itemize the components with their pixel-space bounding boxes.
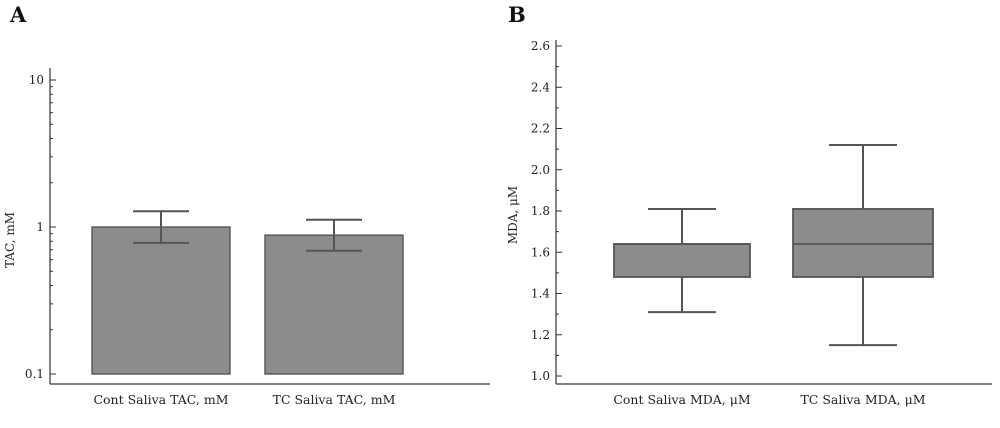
panel-b-y-tick-label: 1.6 (531, 245, 550, 259)
panel-a-label: A (9, 2, 27, 27)
panel-b-y-tick-label: 1.8 (531, 204, 550, 218)
panel-b-y-tick-label: 2.6 (531, 39, 550, 53)
panel-b-label: B (508, 2, 526, 27)
panel-a-category-label: TC Saliva TAC, mM (273, 392, 396, 407)
panel-b-category-label: Cont Saliva MDA, μM (613, 392, 751, 407)
panel-b-y-tick-label: 1.4 (531, 287, 550, 301)
panel-b-y-tick-label: 1.2 (531, 328, 550, 342)
panel-a-y-tick-label: 1 (36, 220, 44, 234)
panel-b-box-plot: B MDA, μM 1.0 1.2 1.4 1.6 1.8 2.0 2.2 2.4 2.6 Co… (506, 2, 992, 407)
panel-b-y-tick-label: 2.0 (531, 163, 550, 177)
panel-b-category-label: TC Saliva MDA, μM (800, 392, 925, 407)
panel-b-box (792, 208, 934, 278)
panel-b-box (613, 243, 751, 278)
panel-a-y-tick-label: 10 (29, 73, 44, 87)
panel-b-y-tick-label: 2.2 (531, 122, 550, 136)
panel-a-y-axis-label: TAC, mM (3, 212, 17, 268)
panel-a-category-label: Cont Saliva TAC, mM (93, 392, 228, 407)
panel-a-bar-chart: A TAC, mM 0.1 1 10 Cont Saliva TAC, mM TC S… (3, 2, 490, 407)
panel-b-y-tick-label: 1.0 (531, 369, 550, 383)
panel-a-bar (264, 234, 404, 375)
panel-b-y-axis-label: MDA, μM (506, 186, 520, 244)
panel-a-y-tick-label: 0.1 (25, 367, 44, 381)
panel-b-y-tick-label: 2.4 (531, 80, 550, 94)
panel-a-bar (91, 226, 231, 375)
